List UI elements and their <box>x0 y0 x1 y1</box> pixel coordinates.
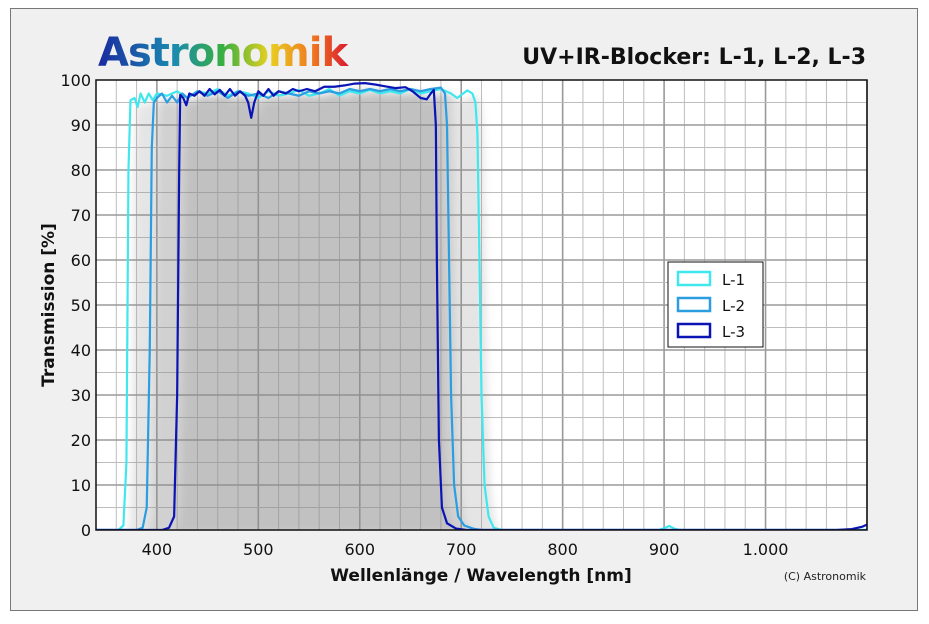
x-tick-label: 400 <box>142 540 173 559</box>
x-tick-label: 700 <box>446 540 477 559</box>
y-tick-labels: 0 10 20 30 40 50 60 70 80 90 100 <box>60 71 91 540</box>
astronomik-logo: Astronomik <box>98 30 349 76</box>
y-tick-label: 20 <box>71 431 91 450</box>
x-tick-label: 500 <box>243 540 274 559</box>
series-lines <box>96 82 867 530</box>
x-tick-labels: 400 500 600 700 800 900 1.000 <box>142 540 789 559</box>
y-tick-label: 80 <box>71 161 91 180</box>
legend-label: L-2 <box>722 297 745 315</box>
y-tick-label: 30 <box>71 386 91 405</box>
y-axis-label: Transmission [%] <box>39 223 59 387</box>
y-tick-label: 90 <box>71 116 91 135</box>
copyright-text: (C) Astronomik <box>784 570 867 583</box>
series-line-L-3 <box>96 82 867 530</box>
legend: L-1 L-2 L-3 <box>667 261 764 348</box>
x-axis-label: Wellenlänge / Wavelength [nm] <box>330 566 631 586</box>
y-tick-label: 70 <box>71 206 91 225</box>
x-tick-label: 900 <box>649 540 680 559</box>
y-tick-label: 60 <box>71 251 91 270</box>
x-tick-label: 600 <box>344 540 375 559</box>
series-line-L-2 <box>96 86 867 530</box>
chart-title: UV+IR-Blocker: L-1, L-2, L-3 <box>522 45 866 70</box>
legend-label: L-1 <box>722 271 745 289</box>
shading <box>128 87 676 530</box>
plot-border <box>95 79 868 531</box>
legend-label: L-3 <box>722 323 745 341</box>
y-tick-label: 40 <box>71 341 91 360</box>
x-tick-label: 1.000 <box>743 540 789 559</box>
x-tick-label: 800 <box>547 540 578 559</box>
y-tick-label: 50 <box>71 296 91 315</box>
legend-swatch-L-2 <box>676 296 712 313</box>
y-tick-label: 10 <box>71 476 91 495</box>
y-tick-label: 0 <box>81 521 91 540</box>
y-tick-label: 100 <box>60 71 91 90</box>
legend-swatch-L-3 <box>676 322 712 339</box>
legend-swatch-L-1 <box>676 270 712 287</box>
series-shadow-L-3 <box>175 87 458 530</box>
